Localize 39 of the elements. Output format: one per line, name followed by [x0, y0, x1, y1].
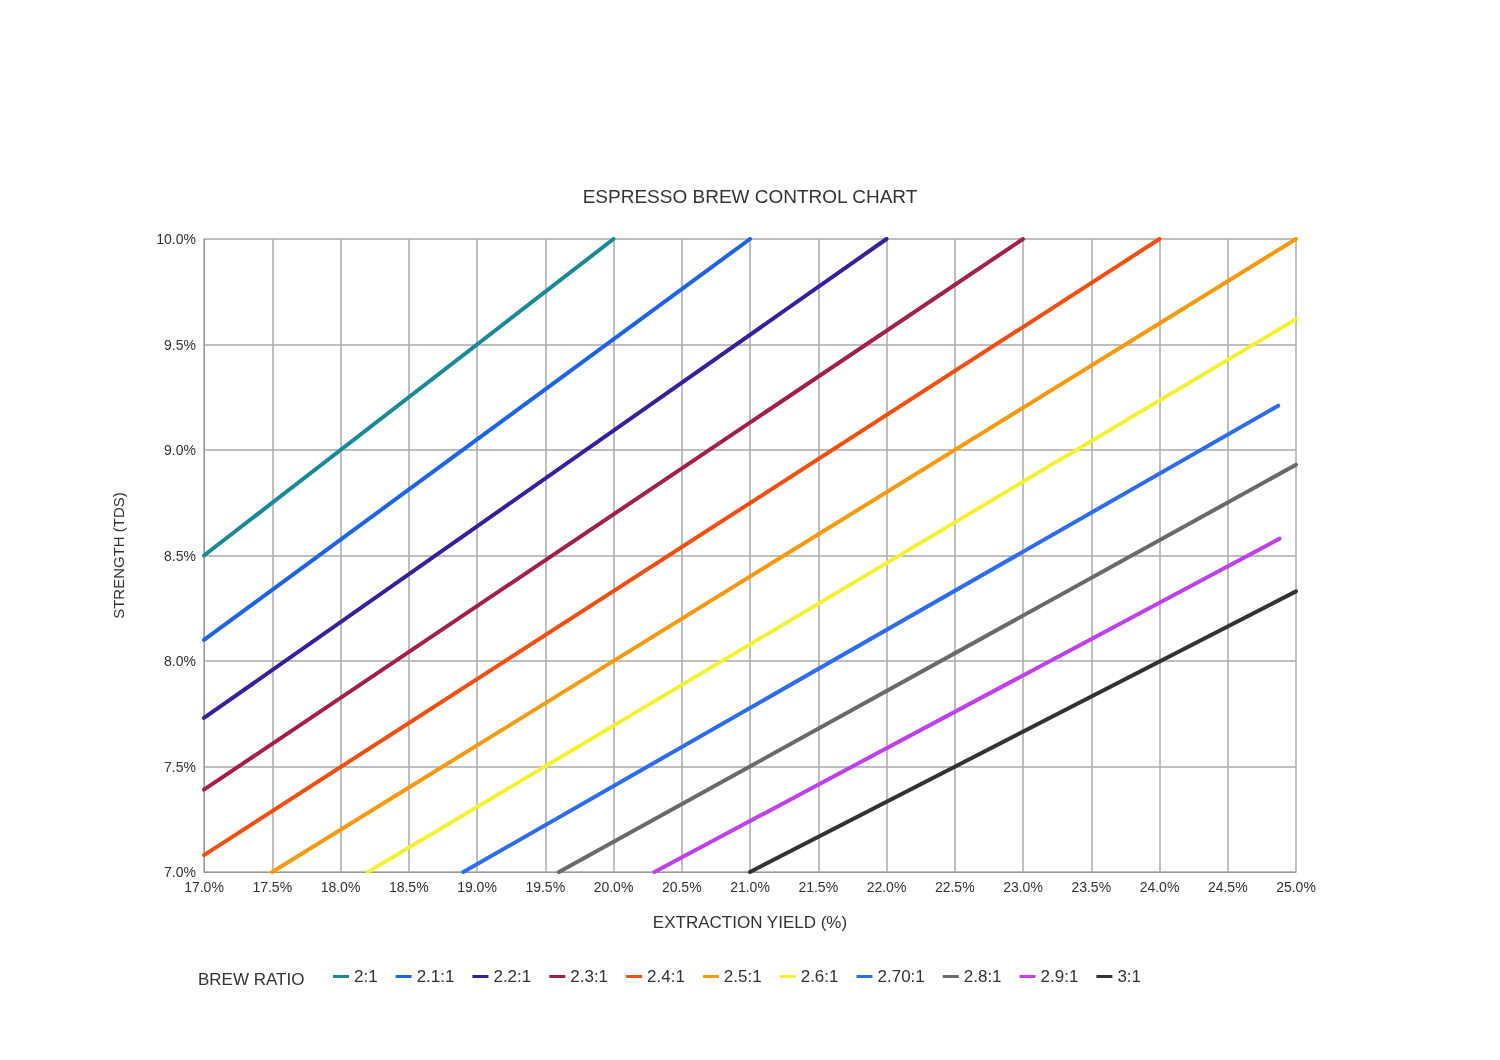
- legend-label: 2.9:1: [1040, 967, 1079, 986]
- x-tick-label: 23.0%: [1003, 879, 1043, 895]
- legend-label: 2.3:1: [570, 967, 609, 986]
- y-tick-label: 7.5%: [164, 758, 196, 775]
- legend-label: 2.6:1: [800, 967, 839, 986]
- x-tick-label: 19.0%: [457, 879, 497, 895]
- x-tick-label: 24.5%: [1207, 879, 1248, 895]
- x-tick-label: 23.5%: [1071, 879, 1112, 895]
- x-tick-label: 17.0%: [184, 879, 224, 895]
- y-tick-label: 9.5%: [164, 336, 196, 353]
- x-tick-label: 21.0%: [730, 879, 770, 895]
- y-axis-title: STRENGTH (TDS): [110, 492, 127, 619]
- x-tick-label: 25.0%: [1276, 879, 1316, 895]
- y-tick-label: 8.5%: [164, 547, 196, 564]
- legend-label: 2.4:1: [647, 967, 685, 986]
- legend-label: 2.70:1: [877, 967, 925, 986]
- chart-title: ESPRESSO BREW CONTROL CHART: [582, 186, 918, 207]
- y-tick-label: 7.0%: [164, 864, 196, 880]
- x-tick-label: 22.0%: [866, 879, 907, 895]
- x-tick-label: 18.5%: [388, 879, 429, 895]
- x-tick-label: 17.5%: [252, 879, 293, 895]
- legend-label: 2.1:1: [416, 967, 455, 986]
- x-axis-title: EXTRACTION YIELD (%): [652, 913, 848, 932]
- legend-label: 2.8:1: [963, 967, 1002, 986]
- legend-label: 2:1: [354, 967, 378, 986]
- legend-title: BREW RATIO: [198, 970, 305, 989]
- y-tick-label: 10.0%: [156, 231, 196, 247]
- x-tick-label: 21.5%: [798, 879, 839, 895]
- legend-label: 2.2:1: [493, 967, 532, 986]
- x-tick-label: 19.5%: [525, 879, 566, 895]
- y-tick-label: 9.0%: [164, 442, 196, 458]
- x-tick-label: 20.5%: [661, 879, 702, 895]
- legend-label: 3:1: [1117, 967, 1142, 986]
- x-tick-label: 20.0%: [593, 879, 634, 895]
- x-tick-label: 24.0%: [1139, 879, 1180, 895]
- x-tick-label: 18.0%: [320, 879, 361, 895]
- x-tick-label: 22.5%: [934, 879, 975, 895]
- y-tick-label: 8.0%: [164, 653, 196, 669]
- legend-label: 2.5:1: [723, 967, 762, 986]
